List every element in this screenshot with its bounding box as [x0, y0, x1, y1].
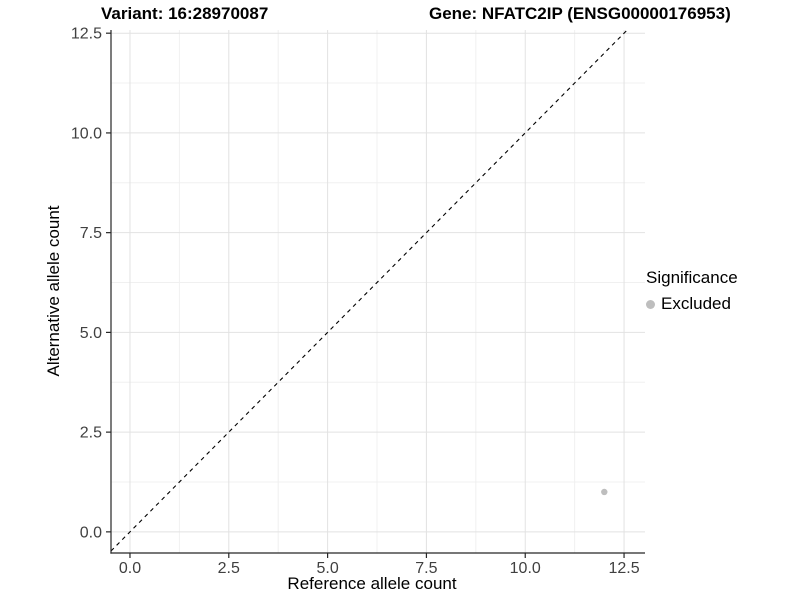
x-tick-label: 7.5 — [415, 560, 437, 577]
y-tick-label: 12.5 — [71, 26, 102, 43]
y-tick-label: 10.0 — [71, 125, 102, 142]
identity-dashed-line — [110, 29, 628, 552]
variant-title: Variant: 16:28970087 — [101, 4, 269, 23]
legend-title: Significance — [646, 268, 738, 287]
x-tick-label: 0.0 — [119, 560, 141, 577]
x-axis-title: Reference allele count — [287, 574, 457, 593]
x-tick-label: 5.0 — [316, 560, 338, 577]
legend-item-label: Excluded — [661, 294, 731, 313]
legend: Significance Excluded — [646, 268, 738, 314]
y-axis-title: Alternative allele count — [44, 205, 63, 377]
x-tick-label: 10.0 — [510, 560, 541, 577]
legend-item-excluded: Excluded — [646, 294, 738, 314]
y-tick-label: 2.5 — [80, 425, 102, 442]
x-tick-label: 2.5 — [218, 560, 240, 577]
y-tick-label: 0.0 — [80, 524, 102, 541]
gene-title: Gene: NFATC2IP (ENSG00000176953) — [429, 4, 731, 23]
y-tick-label: 7.5 — [80, 225, 102, 242]
y-tick-label: 5.0 — [80, 325, 102, 342]
excluded-point-icon — [646, 299, 655, 309]
x-tick-label: 12.5 — [608, 560, 639, 577]
data-point — [601, 488, 608, 496]
